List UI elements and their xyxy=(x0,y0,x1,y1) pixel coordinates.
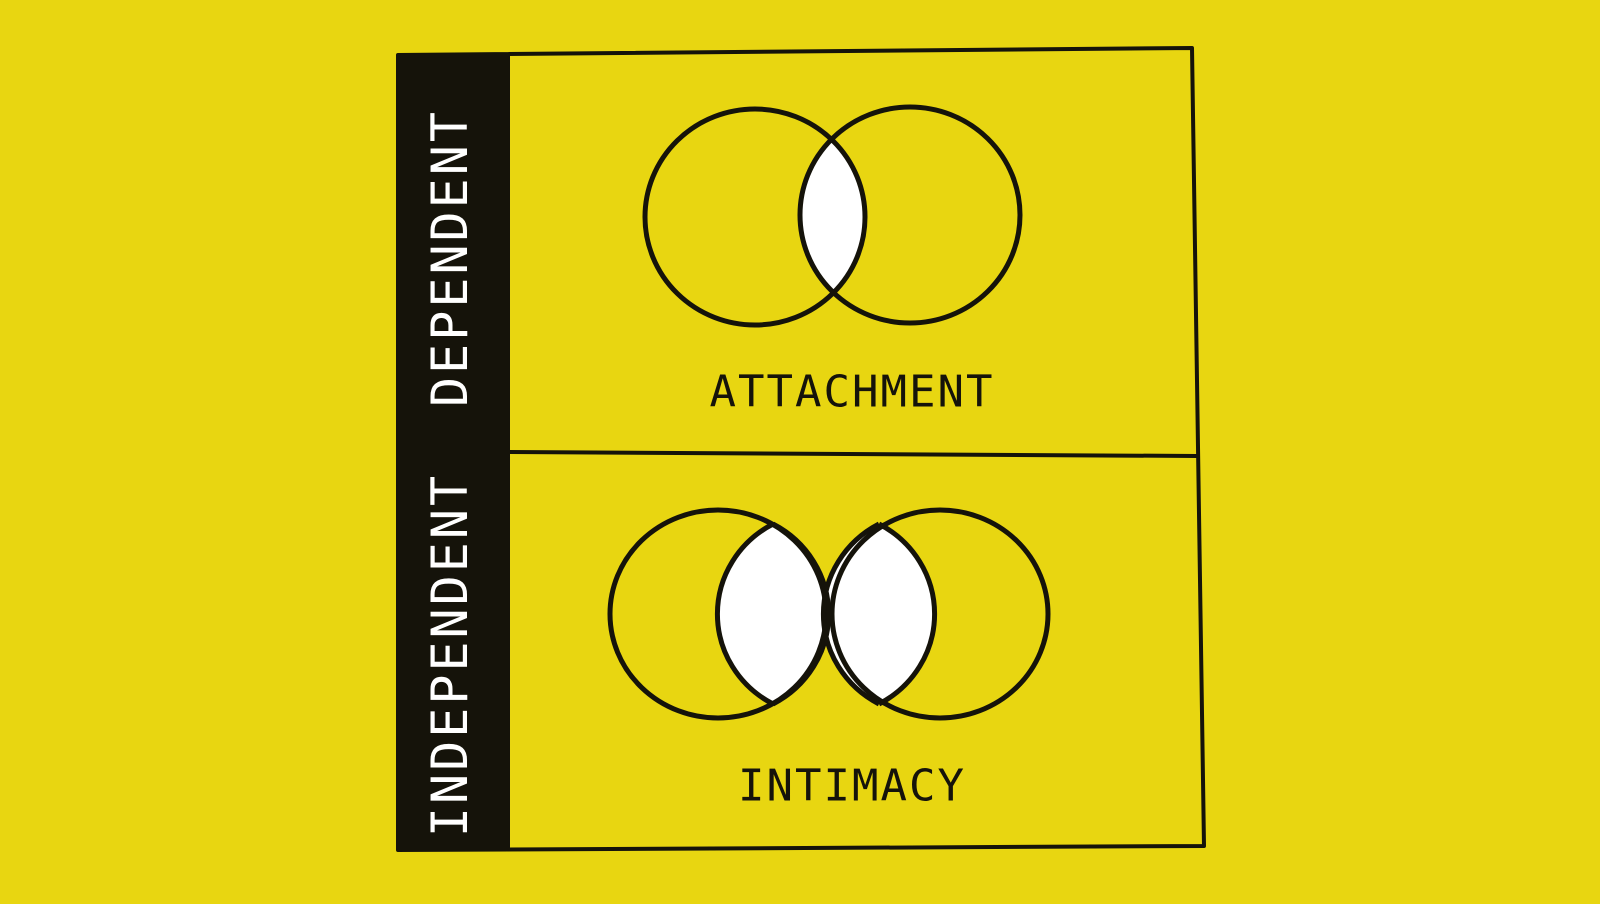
intimacy-arc-right-inner xyxy=(877,521,938,707)
sidebar-bar xyxy=(398,53,510,850)
panel-label-attachment: ATTACHMENT xyxy=(710,367,995,418)
sidebar-label-dependent: DEPENDENT xyxy=(421,109,479,407)
intimacy-circle-left xyxy=(607,507,829,721)
panel-label-intimacy: INTIMACY xyxy=(738,761,966,812)
intimacy-venn xyxy=(607,507,1051,721)
intimacy-overlap-left xyxy=(717,524,829,704)
attachment-circle-left xyxy=(642,106,868,328)
panel-divider xyxy=(509,450,1198,458)
intimacy-arc-center-left xyxy=(771,521,832,707)
sidebar-label-independent: INDEPENDENT xyxy=(421,473,479,837)
intimacy-overlap-right xyxy=(823,524,935,704)
intimacy-arc-left-inner xyxy=(714,521,775,707)
attachment-overlap xyxy=(800,141,864,293)
attachment-circle-right xyxy=(797,104,1023,326)
outer-frame xyxy=(396,46,1206,852)
intimacy-arc-center-right xyxy=(820,521,881,707)
attachment-venn xyxy=(642,104,1023,328)
intimacy-circle-right xyxy=(829,507,1051,721)
